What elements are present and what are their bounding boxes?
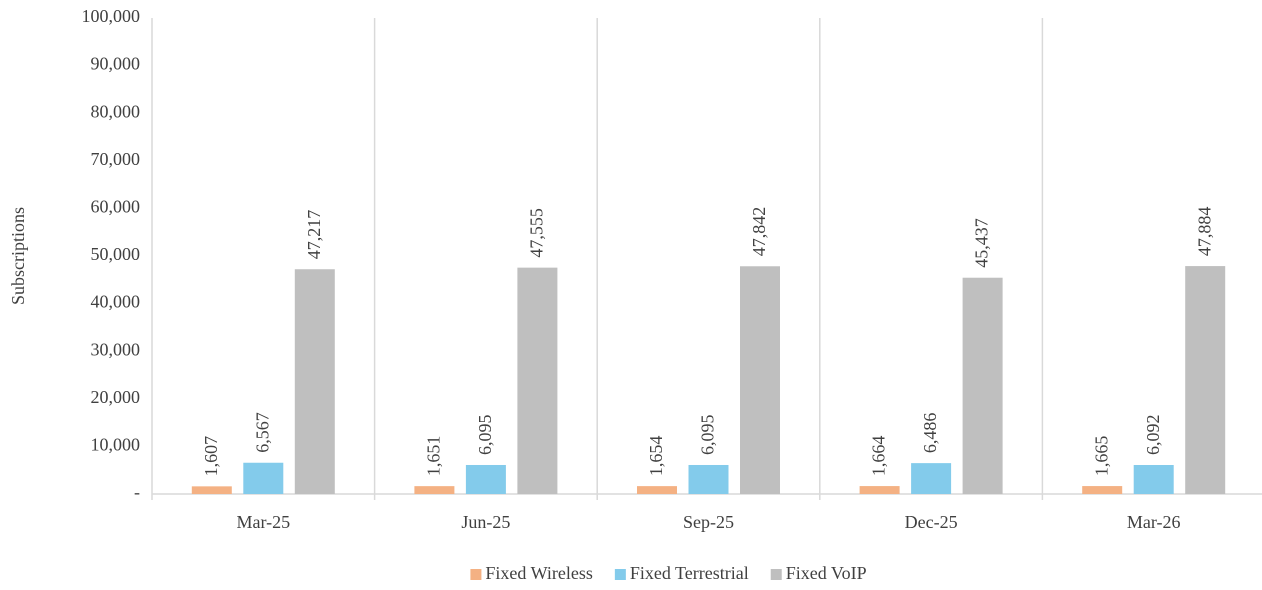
bar: [517, 267, 558, 494]
bar: [294, 269, 335, 494]
y-axis-label: Subscriptions: [8, 207, 28, 305]
bar: [637, 486, 677, 494]
x-tick-label: Mar-26: [1127, 512, 1181, 532]
legend-swatch: [470, 569, 482, 580]
x-tick-label: Dec-25: [905, 512, 958, 532]
y-tick-label: 50,000: [91, 244, 141, 264]
data-label: 45,437: [972, 218, 992, 268]
bar: [465, 464, 506, 494]
y-tick-label: 20,000: [91, 387, 141, 407]
bar: [1185, 266, 1226, 494]
bar: [740, 266, 780, 494]
legend-label: Fixed Wireless: [485, 563, 592, 583]
data-label: 47,555: [527, 208, 547, 258]
bar: [859, 486, 900, 494]
y-tick-label: 40,000: [91, 292, 141, 312]
y-tick-label: 70,000: [91, 149, 141, 169]
data-label: 6,092: [1143, 415, 1163, 456]
bar: [1133, 465, 1174, 494]
data-label: 47,842: [749, 207, 769, 257]
data-label: 6,567: [252, 412, 272, 453]
bar: [1082, 486, 1123, 494]
data-label: 47,884: [1194, 207, 1214, 257]
data-label: 1,664: [869, 436, 889, 477]
bar: [191, 486, 232, 494]
legend-label: Fixed Terrestrial: [630, 563, 749, 583]
data-label: 6,095: [475, 414, 495, 455]
data-label: 1,607: [201, 436, 221, 477]
y-tick-label: 10,000: [91, 435, 141, 455]
y-tick-label: 100,000: [82, 6, 141, 26]
legend-swatch: [614, 569, 626, 580]
data-label: 1,654: [646, 436, 666, 477]
data-label: 1,651: [424, 436, 444, 477]
y-tick-label: 90,000: [91, 54, 141, 74]
bar: [414, 486, 455, 494]
data-label: 6,095: [698, 414, 718, 455]
legend-label: Fixed VoIP: [786, 563, 867, 583]
data-label: 1,665: [1091, 436, 1111, 477]
x-tick-label: Mar-25: [236, 512, 290, 532]
y-tick-label: 30,000: [91, 339, 141, 359]
y-tick-label: -: [134, 482, 140, 502]
bar: [962, 277, 1003, 494]
x-tick-label: Jun-25: [461, 512, 510, 532]
data-label: 6,486: [920, 413, 940, 454]
bar: [243, 462, 284, 494]
y-tick-label: 80,000: [91, 101, 141, 121]
bar: [688, 464, 729, 494]
x-tick-label: Sep-25: [683, 512, 734, 532]
data-label: 47,217: [304, 210, 324, 260]
y-tick-label: 60,000: [91, 197, 141, 217]
bar: [911, 463, 952, 494]
legend-swatch: [770, 569, 782, 580]
